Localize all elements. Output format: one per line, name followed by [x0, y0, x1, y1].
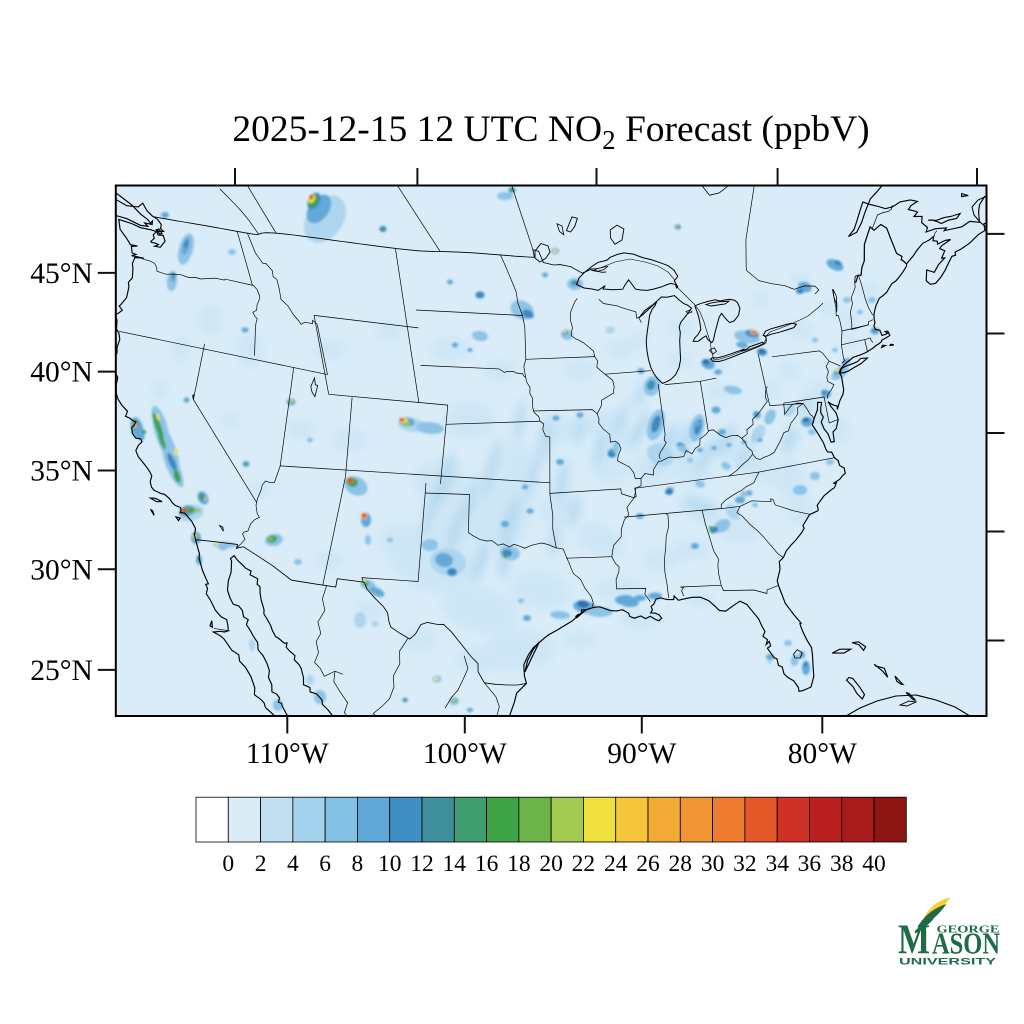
svg-text:ASON: ASON: [932, 926, 1000, 961]
svg-text:14: 14: [443, 851, 467, 877]
svg-text:2025-12-15 12 UTC NO2 Forecast: 2025-12-15 12 UTC NO2 Forecast (ppbV): [232, 109, 869, 155]
svg-text:2: 2: [255, 851, 267, 877]
svg-text:34: 34: [765, 851, 789, 877]
svg-text:25°N: 25°N: [30, 655, 93, 687]
svg-text:30°N: 30°N: [30, 554, 93, 586]
svg-text:38: 38: [830, 851, 854, 877]
svg-text:4: 4: [287, 851, 299, 877]
svg-text:0: 0: [222, 851, 234, 877]
svg-text:16: 16: [475, 851, 499, 877]
svg-text:18: 18: [507, 851, 531, 877]
svg-text:UNIVERSITY: UNIVERSITY: [899, 956, 997, 967]
svg-text:30: 30: [701, 851, 725, 877]
svg-text:22: 22: [572, 851, 596, 877]
svg-text:28: 28: [669, 851, 693, 877]
svg-text:10: 10: [378, 851, 402, 877]
svg-text:32: 32: [733, 851, 757, 877]
svg-text:110°W: 110°W: [246, 738, 329, 770]
svg-text:90°W: 90°W: [607, 738, 676, 770]
svg-text:100°W: 100°W: [423, 738, 507, 770]
svg-text:26: 26: [636, 851, 660, 877]
svg-text:45°N: 45°N: [30, 258, 93, 290]
svg-text:8: 8: [352, 851, 364, 877]
svg-text:36: 36: [798, 851, 822, 877]
svg-text:M: M: [898, 918, 930, 964]
svg-text:24: 24: [604, 851, 628, 877]
svg-text:20: 20: [539, 851, 563, 877]
svg-text:40: 40: [862, 851, 886, 877]
svg-text:80°W: 80°W: [788, 738, 857, 770]
svg-text:6: 6: [319, 851, 331, 877]
svg-text:35°N: 35°N: [30, 456, 93, 488]
svg-text:12: 12: [410, 851, 434, 877]
svg-text:40°N: 40°N: [30, 357, 93, 389]
svg-text:GEORGE: GEORGE: [937, 924, 1000, 935]
